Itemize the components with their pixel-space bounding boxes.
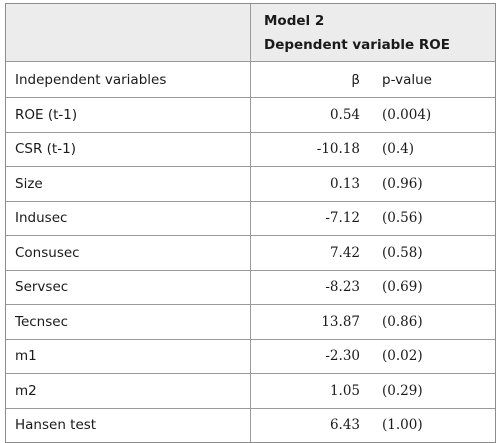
table-row: m2 1.05 (0.29) [6, 373, 495, 408]
variable-name: Hansen test [6, 408, 251, 442]
beta-value: -10.18 [316, 141, 360, 158]
p-value: (0.004) [382, 106, 432, 123]
beta-value: -7.12 [325, 210, 360, 227]
variable-name: Indusec [6, 201, 251, 235]
variable-name: CSR (t-1) [6, 132, 251, 166]
table-row: Servsec -8.23 (0.69) [6, 269, 495, 304]
beta-value: -2.30 [325, 348, 360, 365]
p-value: (1.00) [382, 417, 423, 434]
variable-name: Consusec [6, 236, 251, 270]
variable-name: Size [6, 167, 251, 201]
p-value: (0.4) [382, 141, 415, 158]
column-header-variables: Independent variables [6, 62, 251, 97]
table-row: Tecnsec 13.87 (0.86) [6, 304, 495, 339]
table-header-row: Model 2 Dependent variable ROE [6, 4, 495, 61]
variable-name: m1 [6, 339, 251, 373]
p-value: (0.96) [382, 175, 423, 192]
table-row: Hansen test 6.43 (1.00) [6, 407, 495, 442]
table-row: Size 0.13 (0.96) [6, 166, 495, 201]
table-row: m1 -2.30 (0.02) [6, 338, 495, 373]
beta-value: 1.05 [329, 382, 360, 399]
regression-table: Model 2 Dependent variable ROE Independe… [5, 3, 496, 443]
p-value: (0.29) [382, 382, 423, 399]
variable-name: ROE (t-1) [6, 98, 251, 132]
table-row: Consusec 7.42 (0.58) [6, 235, 495, 270]
p-value: (0.69) [382, 279, 423, 296]
beta-value: 7.42 [329, 244, 360, 261]
variable-name: Servsec [6, 270, 251, 304]
p-value: (0.58) [382, 244, 423, 261]
beta-value: 0.13 [329, 175, 360, 192]
beta-value: -8.23 [325, 279, 360, 296]
column-header-pvalue: p-value [382, 71, 432, 88]
p-value: (0.86) [382, 313, 423, 330]
p-value: (0.02) [382, 348, 423, 365]
column-header-beta: β [351, 71, 360, 88]
model-header: Model 2 Dependent variable ROE [251, 4, 495, 61]
dependent-variable-title: Dependent variable ROE [264, 36, 450, 53]
beta-value: 6.43 [329, 417, 360, 434]
variable-name: Tecnsec [6, 305, 251, 339]
beta-value: 0.54 [329, 106, 360, 123]
table-row: CSR (t-1) -10.18 (0.4) [6, 131, 495, 166]
column-header-row: Independent variables β p-value [6, 61, 495, 97]
p-value: (0.56) [382, 210, 423, 227]
table-row: Indusec -7.12 (0.56) [6, 200, 495, 235]
model-title: Model 2 [264, 12, 325, 29]
variable-name: m2 [6, 374, 251, 408]
header-empty-cell [6, 4, 251, 61]
table-row: ROE (t-1) 0.54 (0.004) [6, 97, 495, 132]
beta-value: 13.87 [321, 313, 360, 330]
